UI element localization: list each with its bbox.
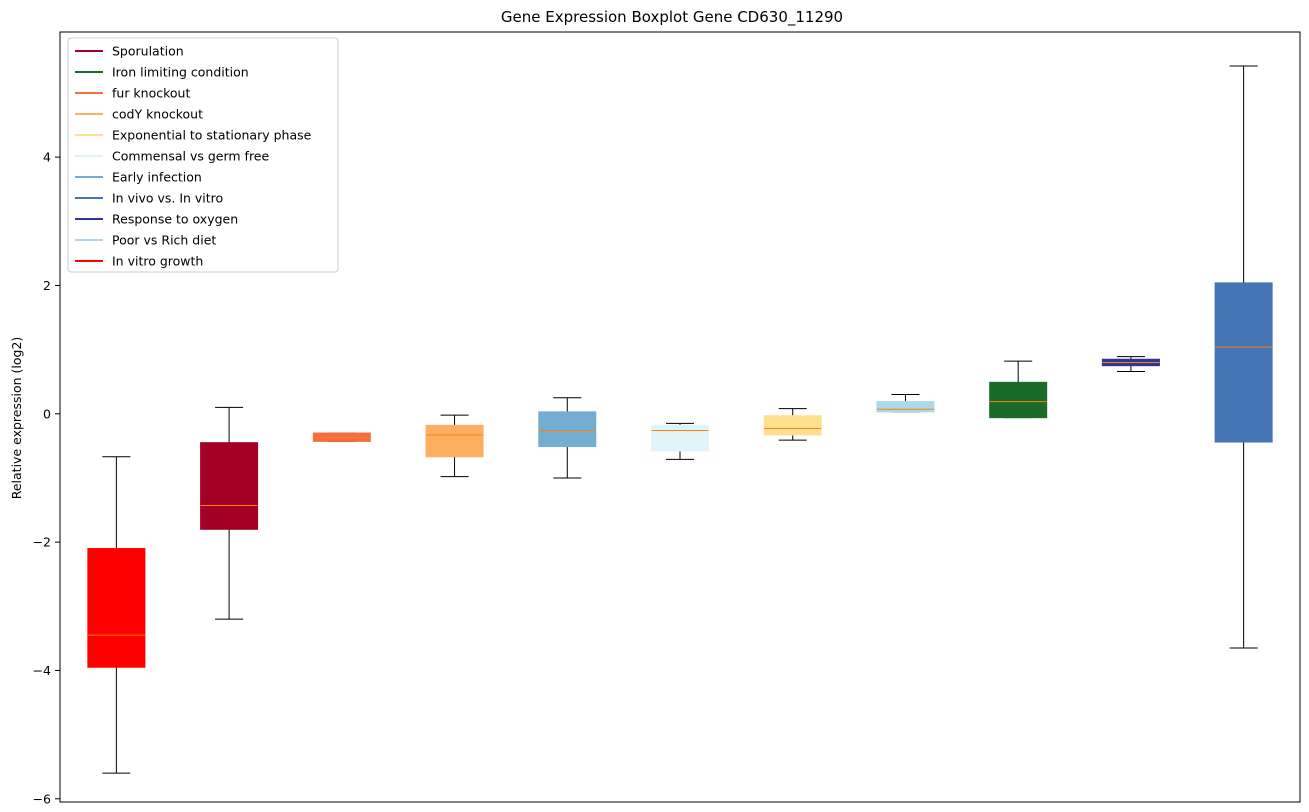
y-tick-label: −6 — [33, 791, 51, 806]
box-body — [312, 432, 371, 442]
box-4 — [425, 414, 484, 478]
box-10 — [1101, 356, 1160, 372]
box-body — [876, 401, 935, 413]
y-tick-label: 0 — [43, 406, 51, 421]
legend-frame — [67, 37, 339, 273]
legend-label: Poor vs Rich diet — [112, 233, 216, 248]
legend-label: Commensal vs germ free — [112, 149, 269, 164]
plot-frame — [59, 31, 1301, 803]
box-7 — [763, 408, 822, 441]
y-tick-label: 4 — [43, 150, 51, 165]
boxes-layer — [87, 65, 1273, 774]
box-body — [87, 548, 146, 668]
legend: Sporulation Iron limiting condition fur kn… — [67, 37, 339, 273]
y-tick-label: −2 — [33, 535, 51, 550]
box-body — [538, 411, 597, 448]
chart-title: Gene Expression Boxplot Gene CD630_11290 — [501, 8, 843, 27]
box-9 — [989, 360, 1048, 419]
box-2 — [200, 406, 259, 620]
box-body — [651, 424, 709, 452]
y-axis-label: Relative expression (log2) — [9, 337, 24, 500]
box-5 — [538, 397, 597, 479]
legend-label: Exponential to stationary phase — [112, 128, 312, 143]
box-body — [1214, 282, 1273, 443]
box-body — [425, 424, 484, 458]
box-body — [989, 381, 1048, 419]
axes-layer: −6 −4 −2 0 2 4 — [33, 31, 1301, 806]
legend-label: Response to oxygen — [112, 212, 238, 227]
box-body — [200, 442, 259, 530]
legend-label: codY knockout — [112, 107, 203, 122]
box-3 — [312, 432, 371, 442]
legend-label: In vivo vs. In vitro — [112, 191, 223, 206]
legend-label: In vitro growth — [112, 254, 203, 269]
y-tick-label: 2 — [43, 278, 51, 293]
legend-label: Iron limiting condition — [112, 65, 249, 80]
legend-label: Early infection — [112, 170, 202, 185]
box-8 — [876, 394, 935, 413]
box-body — [763, 415, 822, 436]
box-11 — [1214, 65, 1273, 649]
y-tick-label: −4 — [33, 663, 51, 678]
legend-label: fur knockout — [112, 86, 190, 101]
box-1 — [87, 456, 146, 774]
legend-label: Sporulation — [112, 44, 184, 59]
box-6 — [651, 422, 709, 460]
